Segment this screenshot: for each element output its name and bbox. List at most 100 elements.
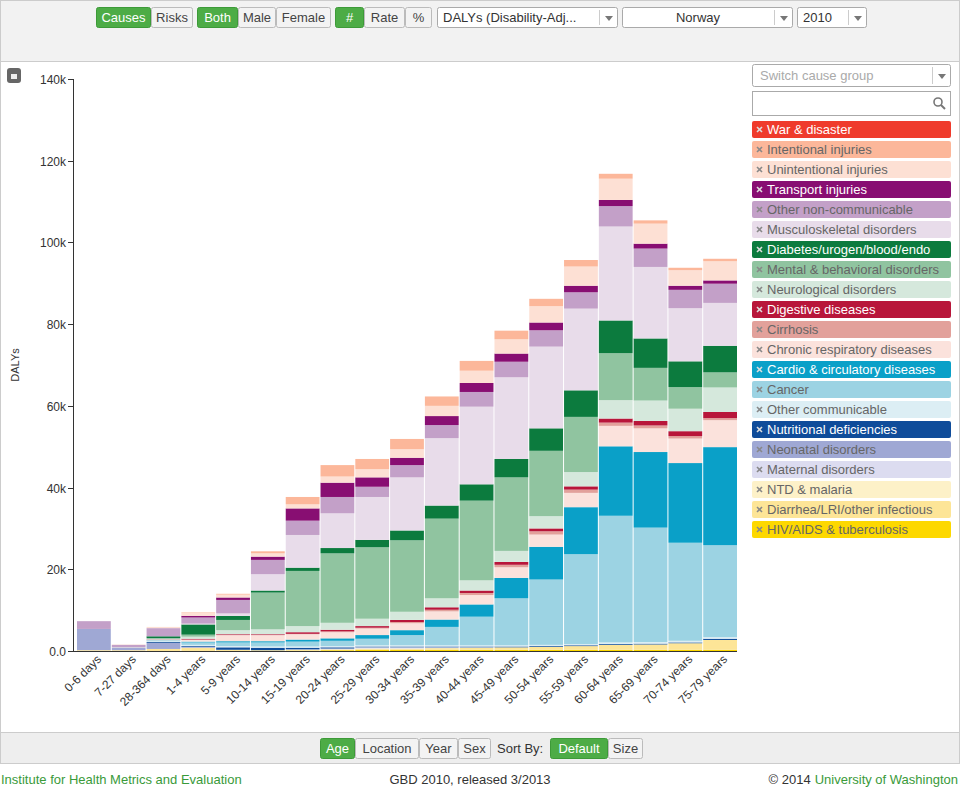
- dropdown-label[interactable]: 2010: [803, 10, 832, 25]
- button-bg[interactable]: [239, 8, 276, 28]
- button-label[interactable]: Causes: [101, 10, 146, 25]
- button-label[interactable]: Risks: [156, 10, 188, 25]
- button-label[interactable]: %: [413, 10, 425, 25]
- bar-segment: [599, 320, 633, 353]
- legend-item[interactable]: [752, 421, 951, 438]
- dropdown[interactable]: [438, 8, 618, 28]
- button-bg[interactable]: [97, 8, 151, 28]
- legend-label[interactable]: Unintentional injuries: [767, 162, 888, 177]
- button-bg[interactable]: [365, 8, 405, 28]
- button-bg[interactable]: [356, 739, 419, 759]
- legend-item[interactable]: [752, 501, 951, 518]
- x-axis: [73, 651, 737, 652]
- legend-label[interactable]: Maternal disorders: [767, 462, 875, 477]
- legend-label[interactable]: Diarrhea/LRI/other infectious: [767, 502, 933, 517]
- legend-item[interactable]: [752, 221, 951, 238]
- legend-label[interactable]: Cardio & circulatory diseases: [767, 362, 936, 377]
- bar-segment: [599, 419, 633, 423]
- bar-segment: [216, 651, 250, 652]
- legend-label[interactable]: Other communicable: [767, 402, 887, 417]
- legend-label[interactable]: Cancer: [767, 382, 810, 397]
- legend-remove-icon: [757, 127, 762, 132]
- legend-item[interactable]: [752, 261, 951, 278]
- bar-segment: [460, 647, 494, 648]
- button-label[interactable]: #: [346, 10, 354, 25]
- legend-label[interactable]: HIV/AIDS & tuberculosis: [767, 522, 908, 537]
- button-bg[interactable]: [277, 8, 331, 28]
- legend-label[interactable]: Musculoskeletal disorders: [767, 222, 917, 237]
- legend-label[interactable]: Mental & behavioral disorders: [767, 262, 939, 277]
- legend-item[interactable]: [752, 381, 951, 398]
- legend-remove-icon: [757, 327, 762, 332]
- legend-item[interactable]: [752, 461, 951, 478]
- legend-label[interactable]: War & disaster: [767, 122, 852, 137]
- legend-item[interactable]: [752, 201, 951, 218]
- button-bg[interactable]: [459, 739, 491, 759]
- cause-group-dropdown[interactable]: [753, 65, 951, 87]
- button-label[interactable]: Size: [613, 741, 638, 756]
- bar-segment: [564, 260, 598, 267]
- footer-link[interactable]: Institute for Health Metrics and Evaluat…: [1, 772, 242, 787]
- legend-item[interactable]: [752, 341, 951, 358]
- legend-item[interactable]: [752, 241, 951, 258]
- bar-segment: [390, 623, 424, 630]
- bar-segment: [286, 571, 320, 626]
- bar-segment: [564, 646, 598, 647]
- footer-link[interactable]: University of Washington: [815, 772, 958, 787]
- legend-label[interactable]: Neonatal disorders: [767, 442, 877, 457]
- legend-item[interactable]: [752, 521, 951, 538]
- button-label[interactable]: Female: [282, 10, 325, 25]
- legend-label[interactable]: Transport injuries: [767, 182, 867, 197]
- bar-segment: [494, 647, 528, 649]
- legend-label[interactable]: Nutritional deficiencies: [767, 422, 898, 437]
- legend-label[interactable]: Intentional injuries: [767, 142, 872, 157]
- legend-label[interactable]: Neurological disorders: [767, 282, 897, 297]
- legend-item[interactable]: [752, 321, 951, 338]
- legend-item[interactable]: [752, 481, 951, 498]
- legend-item[interactable]: [752, 281, 951, 298]
- legend-item[interactable]: [752, 361, 951, 378]
- legend-item[interactable]: [752, 161, 951, 178]
- button-label[interactable]: Age: [326, 741, 349, 756]
- button-bg[interactable]: [551, 739, 608, 759]
- legend-item[interactable]: [752, 441, 951, 458]
- dropdown-label[interactable]: DALYs (Disability-Adj...: [443, 10, 576, 25]
- button-bg[interactable]: [321, 739, 355, 759]
- legend-item[interactable]: [752, 121, 951, 138]
- legend-remove-icon: [757, 267, 762, 272]
- bar-segment: [460, 371, 494, 383]
- button-label[interactable]: Default: [558, 741, 600, 756]
- button-label[interactable]: Both: [204, 10, 231, 25]
- bar-segment: [529, 428, 563, 450]
- bar-segment: [460, 650, 494, 651]
- legend-item[interactable]: [752, 141, 951, 158]
- legend-item[interactable]: [752, 301, 951, 318]
- legend-label[interactable]: Cirrhosis: [767, 322, 819, 337]
- button-bg[interactable]: [198, 8, 238, 28]
- button-bg[interactable]: [609, 739, 643, 759]
- bar-segment: [77, 651, 111, 652]
- legend-item[interactable]: [752, 401, 951, 418]
- button-label[interactable]: Location: [362, 741, 411, 756]
- button-bg[interactable]: [336, 8, 364, 28]
- legend-label[interactable]: Digestive diseases: [767, 302, 876, 317]
- legend-label[interactable]: Chronic respiratory diseases: [767, 342, 932, 357]
- dropdown-label[interactable]: Norway: [676, 10, 721, 25]
- legend-label[interactable]: NTD & malaria: [767, 482, 853, 497]
- legend-label[interactable]: Diabetes/urogen/blood/endo: [767, 242, 930, 257]
- button-label[interactable]: Year: [425, 741, 452, 756]
- bar-segment: [390, 622, 424, 623]
- button-label[interactable]: Sex: [463, 741, 486, 756]
- search-box[interactable]: [753, 92, 951, 116]
- y-tick: [68, 488, 73, 489]
- button-bg[interactable]: [420, 739, 458, 759]
- cause-group-label[interactable]: Switch cause group: [760, 68, 873, 83]
- legend-label[interactable]: Other non-communicable: [767, 202, 913, 217]
- dropdown[interactable]: [623, 8, 793, 28]
- button-bg[interactable]: [152, 8, 193, 28]
- legend-item[interactable]: [752, 181, 951, 198]
- button-bg[interactable]: [406, 8, 432, 28]
- dropdown[interactable]: [798, 8, 867, 28]
- button-label[interactable]: Rate: [371, 10, 398, 25]
- button-label[interactable]: Male: [243, 10, 271, 25]
